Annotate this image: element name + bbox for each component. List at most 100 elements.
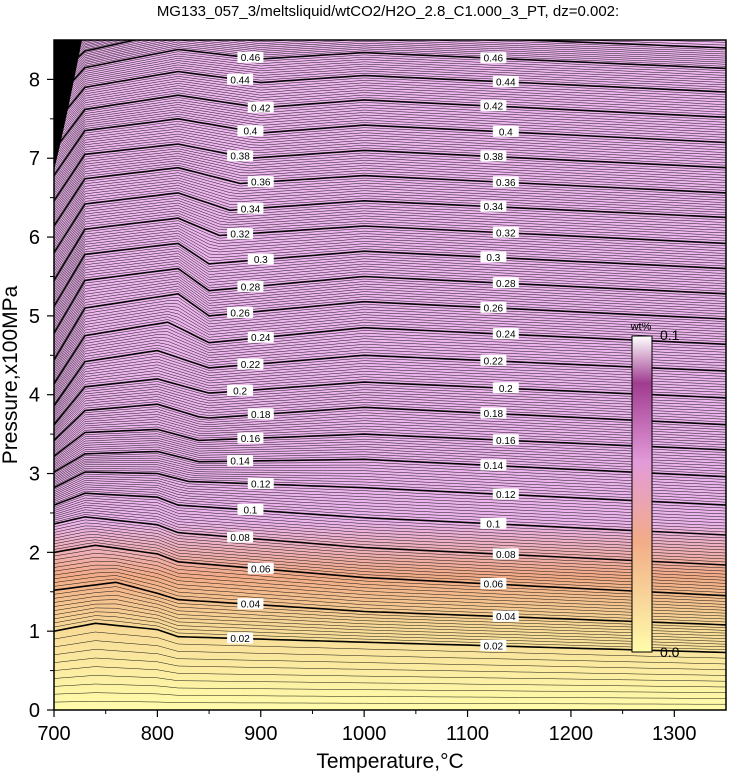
- svg-text:0.08: 0.08: [230, 533, 250, 544]
- minor-contour: [54, 131, 726, 189]
- contour-label-0.12: 0.12: [492, 488, 519, 501]
- svg-text:0.04: 0.04: [241, 600, 261, 611]
- contour-line-0.14: [54, 450, 726, 478]
- svg-text:0.06: 0.06: [251, 564, 271, 575]
- contour-line-0.44: [54, 70, 726, 126]
- minor-contour: [54, 116, 726, 174]
- contour-label-0.24: 0.24: [492, 328, 519, 341]
- minor-contour: [54, 484, 726, 524]
- minor-contour: [54, 160, 726, 219]
- minor-contour: [54, 182, 726, 243]
- minor-contour: [54, 109, 726, 166]
- minor-contour: [54, 431, 726, 458]
- minor-contour: [54, 507, 726, 554]
- minor-contour: [54, 495, 726, 539]
- minor-contour: [54, 207, 726, 270]
- svg-text:0.38: 0.38: [484, 152, 504, 163]
- minor-contour: [54, 172, 726, 232]
- svg-text:0.28: 0.28: [496, 279, 516, 290]
- minor-contour: [54, 364, 726, 416]
- contour-label-0.3: 0.3: [247, 253, 274, 266]
- contour-labels: 0.02 0.02 0.04 0.04 0.06 0.06 0.08 0.08 0.1 0.1 0.…: [227, 51, 519, 652]
- svg-text:0.46: 0.46: [484, 54, 504, 65]
- contour-line-0.42: [54, 94, 726, 151]
- minor-contour: [54, 40, 726, 82]
- minor-contour: [54, 291, 726, 358]
- minor-contour: [54, 177, 726, 237]
- contour-label-0.42: 0.42: [480, 100, 507, 113]
- contour-label-0.36: 0.36: [247, 176, 274, 189]
- minor-contour: [54, 285, 726, 353]
- minor-contour: [54, 43, 726, 96]
- minor-contour: [54, 253, 726, 318]
- contour-label-0.26: 0.26: [227, 307, 254, 320]
- minor-contour: [54, 146, 726, 204]
- minor-contour: [54, 69, 726, 123]
- minor-contour: [54, 47, 726, 100]
- svg-text:0.44: 0.44: [496, 77, 516, 88]
- minor-contour: [54, 353, 726, 408]
- minor-contour: [54, 575, 726, 620]
- contour-line-0.48: [54, 40, 726, 80]
- contour-line-0.08: [54, 516, 726, 566]
- minor-contour: [54, 497, 726, 542]
- contour-label-0.1: 0.1: [480, 517, 507, 530]
- svg-text:0.24: 0.24: [496, 330, 516, 341]
- contour-line-0.04: [54, 581, 726, 626]
- contour-label-0.22: 0.22: [237, 358, 264, 371]
- minor-contour: [54, 571, 726, 617]
- minor-contour: [54, 51, 726, 104]
- minor-contour: [54, 502, 726, 548]
- contour-label-0.32: 0.32: [227, 228, 254, 241]
- contour-label-0.08: 0.08: [227, 531, 254, 544]
- minor-contour: [54, 40, 726, 84]
- minor-contour: [54, 373, 726, 422]
- minor-contour: [54, 64, 726, 119]
- minor-contour: [54, 528, 726, 578]
- contour-label-0.06: 0.06: [480, 578, 507, 591]
- minor-contour: [54, 607, 726, 642]
- contour-line-0.18: [54, 403, 726, 441]
- minor-contour: [54, 58, 726, 112]
- minor-contour: [54, 486, 726, 527]
- minor-contour: [54, 334, 726, 393]
- minor-contour: [54, 102, 726, 159]
- x-tick-label: 800: [141, 723, 174, 745]
- minor-contour: [54, 611, 726, 645]
- minor-contour: [54, 406, 726, 443]
- contour-label-0.36: 0.36: [492, 176, 519, 189]
- minor-contour: [54, 500, 726, 545]
- svg-text:0.22: 0.22: [484, 356, 504, 367]
- minor-contour: [54, 313, 726, 377]
- minor-contour: [54, 227, 726, 291]
- minor-contour: [54, 73, 726, 128]
- minor-contour: [54, 426, 726, 455]
- minor-contour: [54, 111, 726, 169]
- y-axis: 0 1 2 3 4 5 6 7 8: [29, 69, 54, 722]
- contour-label-0.34: 0.34: [237, 202, 264, 215]
- minor-contour: [54, 383, 726, 428]
- minor-contour: [54, 336, 726, 395]
- svg-text:0.44: 0.44: [230, 75, 250, 86]
- minor-contour: [54, 511, 726, 560]
- contour-label-0.04: 0.04: [237, 598, 264, 611]
- minor-contour: [54, 396, 726, 436]
- minor-contour: [54, 273, 726, 339]
- contour-label-0.32: 0.32: [492, 226, 519, 239]
- minor-contour: [54, 53, 726, 107]
- minor-contour: [54, 578, 726, 623]
- minor-contour: [54, 45, 726, 98]
- minor-contour: [54, 509, 726, 557]
- minor-contour: [54, 446, 726, 472]
- minor-contour: [54, 519, 726, 569]
- minor-contour: [54, 342, 726, 400]
- minor-contour: [54, 92, 726, 148]
- minor-contour: [54, 649, 726, 670]
- y-tick-label: 1: [29, 621, 40, 643]
- minor-contour: [54, 123, 726, 181]
- contour-label-0.12: 0.12: [247, 478, 274, 491]
- minor-contour: [54, 552, 726, 602]
- contour-label-0.16: 0.16: [237, 432, 264, 445]
- contour-label-0.38: 0.38: [480, 150, 507, 163]
- x-tick-label: 700: [37, 723, 70, 745]
